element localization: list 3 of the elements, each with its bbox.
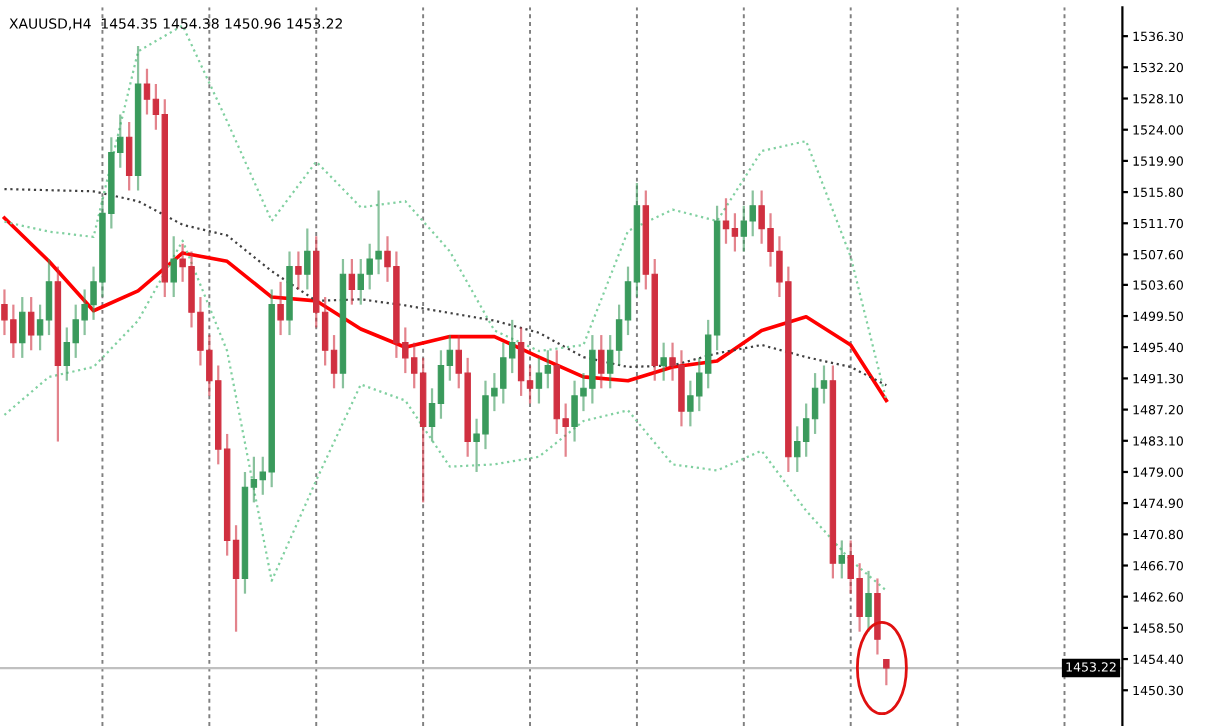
line-series — [3, 187, 888, 387]
line-series — [3, 239, 888, 592]
line-series — [2, 216, 889, 403]
